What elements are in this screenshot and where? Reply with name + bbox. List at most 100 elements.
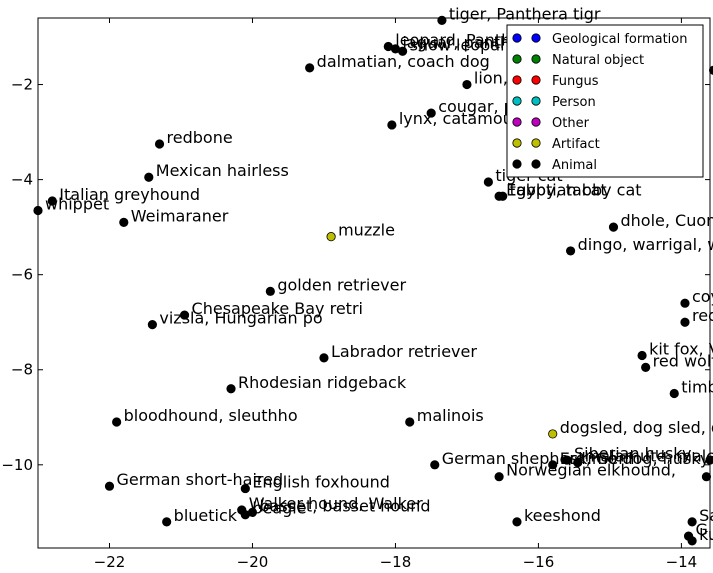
- point-label: whippet: [45, 195, 109, 214]
- data-point: [669, 388, 679, 399]
- data-point: [562, 455, 572, 465]
- x-tick-label: −14: [666, 553, 698, 571]
- data-point: [437, 15, 447, 25]
- point-label: Weimaraner: [131, 206, 229, 225]
- data-point: [680, 298, 690, 308]
- legend-marker: [531, 138, 541, 148]
- legend-marker: [512, 138, 522, 148]
- legend-entry-label: Geological formation: [552, 32, 688, 47]
- point-label: Labrador retriever: [331, 342, 477, 361]
- point-label: red f: [692, 306, 713, 325]
- data-point: [226, 384, 236, 394]
- data-point: [47, 196, 57, 206]
- legend-marker: [512, 54, 522, 64]
- point-label: bluetick: [174, 506, 238, 525]
- point-label: vizsla, Hungarian po: [159, 309, 322, 328]
- data-point: [701, 472, 712, 482]
- point-label: dogsled, dog sled, d: [560, 418, 713, 437]
- point-label: Chesapeake Bay retri: [192, 299, 363, 318]
- x-tick-label: −20: [237, 553, 269, 571]
- y-tick-label: −4: [11, 171, 33, 189]
- data-point: [548, 429, 558, 439]
- data-point: [483, 177, 493, 187]
- point-label: golden retriever: [277, 275, 406, 294]
- data-point: [608, 222, 619, 232]
- data-point: [573, 457, 583, 468]
- point-label: lynx, catamou: [399, 109, 513, 128]
- point-label: tiger, Panthera tigr: [449, 4, 601, 23]
- data-point: [387, 120, 397, 130]
- data-point: [430, 460, 440, 470]
- legend-marker: [531, 54, 541, 64]
- data-point: [462, 79, 472, 90]
- legend-entry-label: Fungus: [552, 74, 599, 89]
- legend-entry-label: Other: [552, 116, 590, 131]
- point-label: beagle: [252, 499, 306, 518]
- point-label: English foxhound: [252, 473, 390, 492]
- data-point: [680, 317, 690, 327]
- point-label: German short-haired: [116, 470, 283, 489]
- legend-marker: [531, 75, 541, 85]
- legend-marker: [531, 159, 541, 169]
- point-label: Rhodesian ridgeback: [238, 373, 407, 392]
- data-point: [179, 310, 190, 320]
- point-label: coyo: [692, 287, 713, 306]
- point-label: basset, basset hound: [259, 496, 430, 515]
- point-labels-layer: tiger, Panthera tigr leopard, Panthejagua…: [45, 4, 713, 543]
- point-label: dingo, warrigal, w: [578, 235, 713, 254]
- data-point: [147, 319, 157, 330]
- point-label: cougar, p: [438, 97, 514, 116]
- legend-marker: [512, 117, 522, 127]
- data-point: [687, 536, 697, 546]
- point-label: leopard, Panthe: [395, 31, 521, 50]
- legend-entry-label: Animal: [552, 158, 597, 173]
- data-point: [305, 63, 315, 73]
- legend-entry-label: Person: [552, 95, 596, 110]
- data-point: [494, 472, 504, 482]
- y-tick-label: −10: [1, 456, 33, 474]
- point-label: Norwegian elkhound,: [506, 461, 676, 480]
- data-point: [405, 417, 415, 427]
- y-tick-label: −2: [11, 76, 33, 94]
- point-label: Siberian husky: [574, 444, 691, 463]
- point-label: muzzle: [338, 221, 395, 240]
- legend-entry-label: Artifact: [552, 137, 600, 152]
- y-tick-label: −6: [11, 266, 33, 284]
- data-point: [326, 232, 336, 242]
- point-label: kit fox, V: [649, 339, 713, 358]
- data-point: [426, 108, 436, 118]
- legend-marker: [512, 96, 522, 106]
- point-label: German shepherd, Germ: [442, 449, 640, 468]
- point-label: Walker hound, Walker: [249, 494, 423, 513]
- data-point: [397, 46, 408, 56]
- ticks-layer: −22 −20 −18 −16 −14 −2 −4 −6 −8 −10: [1, 18, 710, 571]
- point-label: redbone: [167, 128, 233, 147]
- point-label: keeshond: [524, 506, 601, 525]
- data-point: [154, 139, 165, 149]
- data-point: [548, 460, 558, 470]
- point-label: dhole, Cuon a: [620, 211, 713, 230]
- point-label: bloodhound, sleuthho: [124, 406, 298, 425]
- legend-marker: [512, 33, 522, 43]
- legend-marker: [531, 96, 541, 106]
- legend: Geological formation Natural object Fungus…: [506, 24, 704, 178]
- data-point: [565, 246, 576, 256]
- points-layer: [33, 15, 713, 546]
- legend-marker: [512, 75, 522, 85]
- legend-entry-label: Natural object: [552, 53, 644, 68]
- data-point: [265, 286, 275, 296]
- point-label: dalmatian, coach dog: [317, 52, 490, 71]
- point-label: red wolf,: [653, 351, 713, 370]
- data-point: [637, 350, 647, 361]
- legend-marker: [531, 33, 541, 43]
- point-label: Egyptian cat: [506, 180, 607, 199]
- data-point: [144, 172, 154, 182]
- point-label: tabby, tabby cat: [510, 180, 642, 199]
- x-tick-label: −18: [380, 553, 412, 571]
- legend-marker: [531, 117, 541, 127]
- data-point: [512, 517, 522, 527]
- data-point: [119, 217, 129, 227]
- point-label: Mexican hairless: [156, 161, 289, 180]
- point-label: malamute, malemu: [585, 446, 713, 465]
